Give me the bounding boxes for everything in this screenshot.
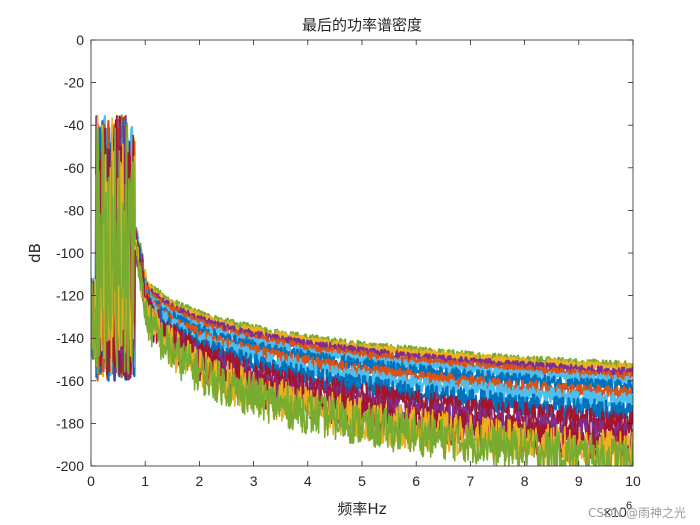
series-layer [91, 114, 633, 466]
x-tick-label: 6 [412, 473, 420, 489]
x-tick-label: 3 [250, 473, 258, 489]
y-tick-label: -180 [56, 415, 84, 431]
y-tick-label: -160 [56, 373, 84, 389]
x-tick-label: 8 [521, 473, 529, 489]
x-exponent-power: 6 [626, 500, 632, 512]
y-tick-label: -80 [64, 202, 84, 218]
y-tick-label: -140 [56, 330, 84, 346]
y-tick-label: -40 [64, 117, 84, 133]
y-tick-label: -100 [56, 245, 84, 261]
y-tick-label: -200 [56, 458, 84, 474]
x-tick-label: 9 [575, 473, 583, 489]
x-tick-label: 5 [358, 473, 366, 489]
y-tick-label: 0 [76, 32, 84, 48]
x-tick-label: 7 [467, 473, 475, 489]
x-tick-label: 10 [625, 473, 641, 489]
x-exponent-label: ×10 [603, 504, 627, 520]
y-axis-label: dB [26, 243, 44, 263]
series-line [91, 123, 633, 466]
x-tick-label: 1 [141, 473, 149, 489]
y-tick-label: -120 [56, 288, 84, 304]
x-tick-label: 2 [196, 473, 204, 489]
series-line [91, 115, 633, 380]
x-tick-label: 0 [87, 473, 95, 489]
ticks-layer: 0 1 2 3 4 5 6 7 8 9 10 0 -20 -40 -60 -80 -100 -120 -140 -16… [56, 32, 641, 489]
chart-title: 最后的功率谱密度 [302, 16, 422, 34]
x-axis-label: 频率Hz [337, 500, 386, 518]
x-tick-label: 4 [304, 473, 312, 489]
watermark: CSDN @雨神之光 [588, 506, 686, 520]
y-tick-label: -20 [64, 75, 84, 91]
y-tick-label: -60 [64, 160, 84, 176]
